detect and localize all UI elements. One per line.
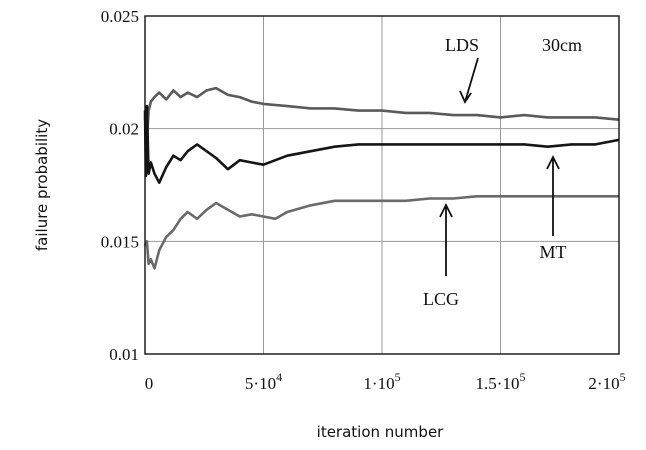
- plot-frame: [144, 15, 620, 355]
- x-tick-label: 1.5·105: [476, 370, 526, 393]
- y-tick-label: 0.01: [109, 345, 139, 364]
- gridlines: [145, 16, 619, 354]
- annotation-thickness: 30cm: [542, 35, 582, 55]
- series-line-lcg: [143, 195, 619, 270]
- x-tick-label: 2·105: [588, 370, 625, 393]
- x-tick-label: 0: [145, 374, 154, 393]
- series-line-mt: [143, 104, 620, 184]
- annotation-lcg: LCG: [423, 202, 459, 309]
- x-axis-label: iteration number: [317, 423, 445, 441]
- annotation-lds: LDS: [445, 35, 479, 104]
- series-layer: [143, 86, 620, 270]
- annotation-mt-label: MT: [540, 242, 567, 262]
- annotation-lds-label: LDS: [445, 35, 479, 55]
- x-tick-label: 5·104: [245, 370, 282, 393]
- annotation-lcg-arrow: [439, 202, 453, 276]
- tick-labels: 0.01 0.015 0.02 0.025 0 5·104 1·105 1.5·105 2·10…: [101, 7, 626, 393]
- annotation-mt-arrow: [546, 154, 560, 236]
- y-axis-label: failure probability: [33, 119, 51, 251]
- annotation-lds-arrow: [459, 57, 479, 104]
- annotation-mt: MT: [540, 154, 567, 262]
- y-tick-label: 0.025: [101, 7, 139, 26]
- annotation-lcg-label: LCG: [423, 289, 459, 309]
- y-tick-label: 0.015: [101, 232, 139, 251]
- y-tick-label: 0.02: [109, 120, 139, 139]
- series-line-lds: [143, 86, 620, 142]
- x-tick-label: 1·105: [363, 370, 400, 393]
